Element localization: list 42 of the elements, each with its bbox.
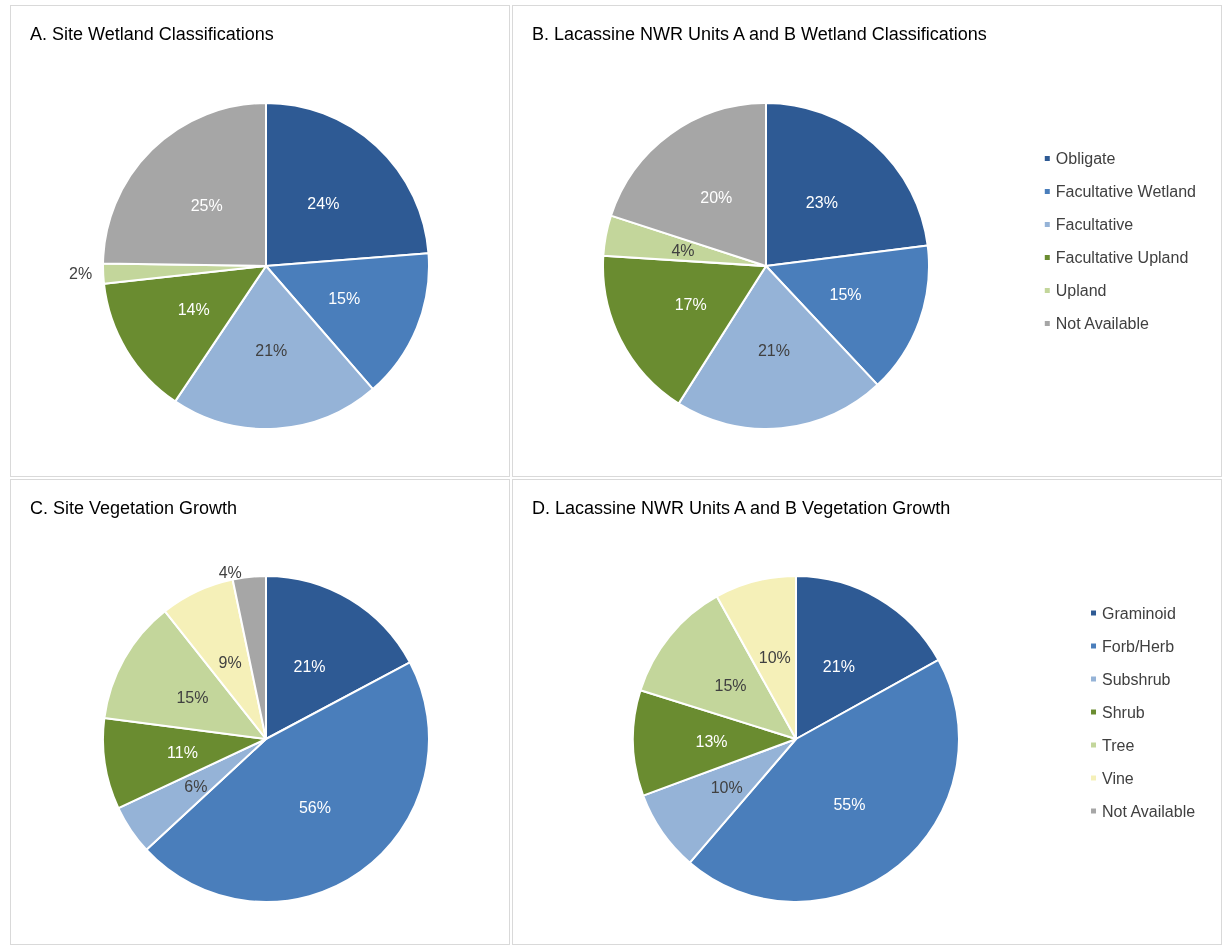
data-label: 21% [757, 341, 790, 359]
legend-label: Subshrub [1102, 670, 1171, 688]
chart-title: C. Site Vegetation Growth [30, 498, 238, 518]
legend-label: Tree [1102, 736, 1135, 754]
legend-label: Obligate [1055, 150, 1116, 167]
data-label: 21% [255, 341, 288, 359]
data-label: 56% [298, 799, 331, 817]
data-label: 15% [829, 286, 862, 304]
legend-label: Facultative [1055, 216, 1134, 233]
legend-label: Not Available [1102, 802, 1196, 820]
data-label: 13% [695, 732, 728, 750]
data-label: 2% [69, 265, 93, 283]
data-label: 15% [176, 688, 209, 706]
legend-label: Forb/Herb [1102, 637, 1175, 655]
data-label: 4% [671, 241, 695, 259]
chart-title: A. Site Wetland Classifications [30, 24, 274, 44]
data-label: 25% [190, 197, 223, 215]
legend-label: Facultative Wetland [1055, 183, 1196, 200]
data-label: 21% [822, 657, 855, 675]
data-label: 10% [758, 648, 791, 666]
data-label: 23% [805, 194, 838, 212]
chart-title: B. Lacassine NWR Units A and B Wetland Classifications [532, 24, 987, 44]
data-label: 24% [307, 195, 340, 213]
data-label: 9% [218, 653, 242, 671]
data-label: 55% [833, 795, 866, 813]
data-label: 17% [674, 295, 707, 313]
chart-title: D. Lacassine NWR Units A and B Vegetation Growth [532, 498, 951, 518]
legend-label: Vine [1102, 769, 1134, 787]
data-label: 11% [167, 743, 198, 761]
data-label: 10% [710, 778, 743, 796]
data-label: 15% [714, 677, 747, 695]
legend-label: Facultative Upland [1055, 249, 1189, 266]
legend-label: Not Available [1055, 315, 1149, 332]
data-label: 14% [177, 301, 210, 319]
data-label: 4% [218, 564, 242, 582]
legend-label: Upland [1055, 282, 1107, 299]
data-label: 20% [700, 189, 733, 207]
data-label: 6% [184, 777, 208, 795]
legend-label: Graminoid [1102, 604, 1176, 622]
legend-label: Shrub [1102, 703, 1145, 721]
data-label: 21% [293, 658, 326, 676]
data-label: 15% [328, 289, 361, 307]
